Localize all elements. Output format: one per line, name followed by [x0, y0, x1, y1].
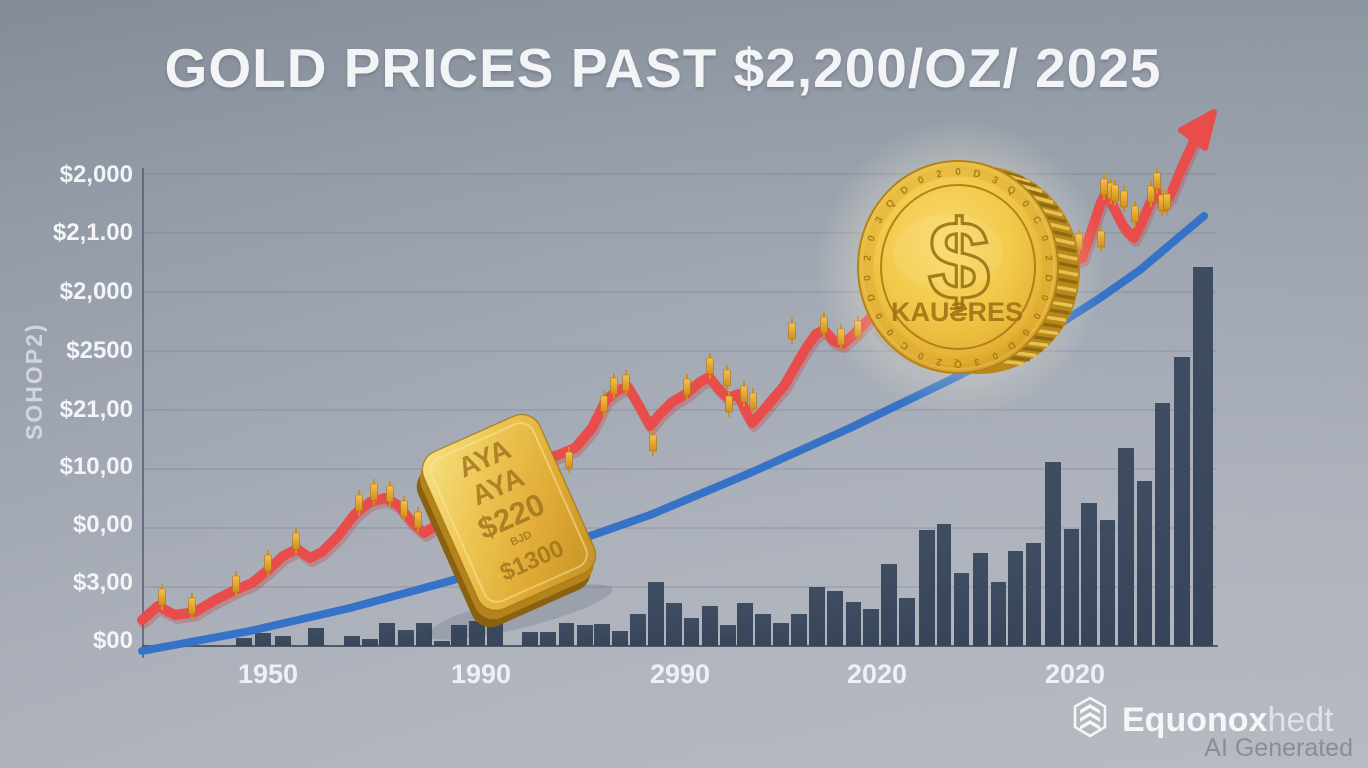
svg-text:0: 0 [916, 349, 926, 361]
svg-text:0: 0 [1019, 198, 1031, 210]
svg-text:0: 0 [916, 174, 926, 186]
svg-text:KAU₴RES: KAU₴RES [891, 297, 1023, 327]
svg-text:$10,00: $10,00 [60, 453, 133, 480]
svg-text:3: 3 [973, 355, 981, 367]
svg-text:AI Generated: AI Generated [1204, 734, 1353, 762]
svg-text:0: 0 [873, 310, 886, 321]
svg-text:Equonoxhedt: Equonoxhedt [1122, 701, 1334, 739]
svg-text:D: D [1042, 274, 1054, 282]
svg-text:$2,000: $2,000 [60, 278, 133, 305]
svg-text:2020: 2020 [1045, 659, 1105, 689]
svg-text:2: 2 [862, 254, 874, 261]
svg-text:1990: 1990 [451, 659, 511, 689]
svg-text:$00: $00 [93, 627, 133, 654]
svg-text:2: 2 [935, 355, 943, 367]
svg-text:0: 0 [866, 234, 878, 243]
svg-text:3: 3 [990, 175, 1000, 187]
svg-text:D: D [866, 292, 879, 302]
svg-text:0: 0 [1038, 234, 1050, 243]
svg-text:0: 0 [1038, 293, 1050, 302]
svg-text:0: 0 [1019, 326, 1031, 338]
svg-text:$21,00: $21,00 [60, 396, 133, 423]
svg-text:0: 0 [990, 349, 1000, 361]
svg-text:0: 0 [955, 167, 961, 178]
svg-text:0: 0 [885, 326, 897, 338]
svg-text:2: 2 [935, 169, 943, 181]
svg-text:C: C [1030, 214, 1043, 226]
svg-text:0: 0 [862, 274, 874, 281]
svg-text:D: D [972, 168, 981, 180]
svg-text:$: $ [928, 198, 990, 323]
svg-text:3: 3 [873, 215, 886, 226]
svg-text:$2,000: $2,000 [60, 161, 133, 188]
svg-text:Q: Q [954, 358, 962, 369]
svg-text:$2500: $2500 [66, 337, 133, 364]
svg-text:$3,00: $3,00 [73, 569, 133, 596]
svg-text:2990: 2990 [650, 659, 710, 689]
svg-text:0: 0 [1030, 311, 1043, 322]
svg-text:2020: 2020 [847, 659, 907, 689]
svg-text:$2,1.00: $2,1.00 [53, 219, 133, 246]
svg-text:$0,00: $0,00 [73, 511, 133, 538]
svg-text:1950: 1950 [238, 659, 298, 689]
svg-text:2: 2 [1042, 255, 1054, 262]
svg-text:SOHOP2): SOHOP2) [21, 322, 47, 440]
